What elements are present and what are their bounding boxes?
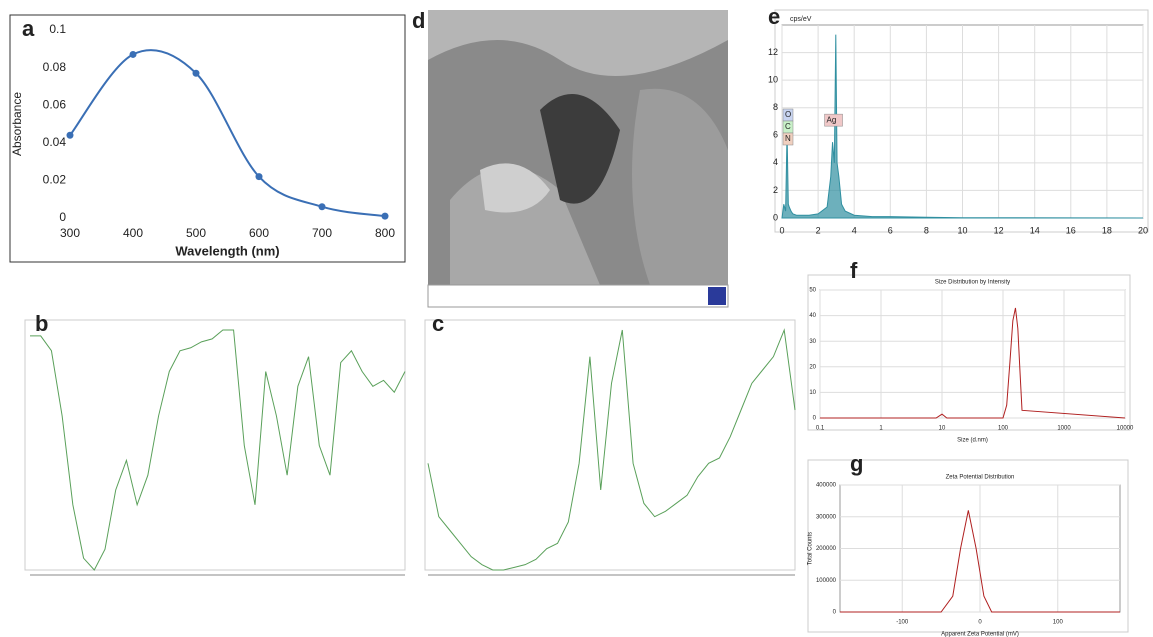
y-tick-label: 0: [833, 610, 837, 616]
peak-label: C: [785, 122, 791, 131]
chart-title: Zeta Potential Distribution: [946, 475, 1015, 481]
x-tick-label: 20: [1138, 225, 1148, 235]
data-line: [840, 510, 1120, 613]
spectrum-area: [781, 34, 1144, 219]
x-tick-label: 1000: [1057, 426, 1071, 432]
plot-frame: [819, 289, 1126, 419]
x-axis-label: Wavelength (nm): [175, 243, 279, 258]
panel-label: f: [850, 258, 858, 283]
x-tick-label: 8: [924, 225, 929, 235]
y-tick-label: 400000: [816, 483, 837, 489]
y-tick-label: 30: [809, 339, 816, 345]
x-tick-label: 500: [186, 226, 206, 240]
y-tick-label: 0.04: [43, 135, 67, 149]
x-tick-label: 12: [994, 225, 1004, 235]
data-line: [30, 329, 406, 571]
sem-texture: [480, 163, 550, 213]
panel-frame: [24, 319, 406, 571]
data-line: [69, 49, 386, 218]
y-tick-label: 2: [773, 185, 778, 195]
y-tick-label: 12: [768, 47, 778, 57]
x-axis-label: Size (d.nm): [957, 438, 988, 444]
x-tick-label: 400: [123, 226, 143, 240]
x-tick-label: 1: [879, 426, 883, 432]
sem-info-bar: [427, 284, 729, 308]
x-tick-label: 4: [852, 225, 857, 235]
x-tick-label: 10: [939, 426, 946, 432]
panel-frame: [424, 319, 796, 571]
peak-label: Ag: [827, 115, 837, 124]
y-tick-label: 300000: [816, 514, 837, 520]
x-tick-label: 100: [998, 426, 1009, 432]
y-tick-label: 10: [768, 75, 778, 85]
y-tick-label: 0: [59, 210, 66, 224]
sem-texture: [540, 94, 620, 204]
x-tick-label: 16: [1066, 225, 1076, 235]
panel-frame: [807, 459, 1129, 633]
x-tick-label: 14: [1030, 225, 1040, 235]
y-tick-label: 0.06: [43, 97, 67, 111]
x-tick-label: 0.1: [816, 426, 825, 432]
y-tick-label: 40: [809, 313, 816, 319]
y-tick-label: 6: [773, 130, 778, 140]
panel-label: e: [768, 4, 780, 29]
y-tick-label: 8: [773, 102, 778, 112]
x-tick-label: 600: [249, 226, 269, 240]
x-tick-label: 18: [1102, 225, 1112, 235]
data-point: [318, 203, 326, 211]
x-tick-label: 10: [957, 225, 967, 235]
data-point: [66, 131, 74, 139]
panel-label: b: [35, 311, 48, 336]
x-tick-label: 300: [60, 226, 80, 240]
y-tick-label: 0.02: [43, 173, 67, 187]
y-tick-label: 0.1: [49, 22, 66, 36]
panel-label: d: [412, 8, 425, 33]
x-tick-label: 800: [375, 226, 395, 240]
data-point: [255, 173, 263, 181]
y-tick-label: 4: [773, 157, 778, 167]
chart-title: Size Distribution by Intensity: [935, 280, 1010, 286]
x-tick-label: 2: [816, 225, 821, 235]
y-tick-label: 10: [809, 390, 816, 396]
sem-image: [427, 10, 729, 308]
y-tick-label: 50: [809, 288, 816, 294]
y-axis-label: Absorbance: [10, 92, 24, 156]
sem-texture: [428, 10, 728, 76]
data-line: [427, 328, 796, 571]
y-tick-label: 200000: [816, 546, 837, 552]
y-axis-label: Total Counts: [808, 532, 814, 565]
x-tick-label: 100: [1053, 620, 1064, 626]
data-point: [192, 69, 200, 77]
data-point: [129, 50, 137, 58]
sem-logo: [708, 287, 726, 305]
panel-label: g: [850, 451, 863, 476]
x-axis-label: Apparent Zeta Potential (mV): [941, 632, 1019, 637]
peak-label: N: [785, 134, 791, 143]
panel-frame: [9, 14, 406, 263]
panel-frame: [807, 274, 1131, 431]
data-line: [820, 307, 1126, 419]
data-point: [381, 212, 389, 220]
sem-texture: [632, 88, 728, 285]
y-tick-label: 20: [809, 364, 816, 370]
y-tick-label: 0: [773, 212, 778, 222]
y-axis-label: cps/eV: [790, 16, 812, 23]
x-tick-label: 0: [779, 225, 784, 235]
y-tick-label: 0.08: [43, 60, 67, 74]
panel-label: a: [22, 16, 35, 41]
panel-frame: [774, 9, 1149, 233]
x-tick-label: 700: [312, 226, 332, 240]
peak-label-box: [782, 132, 794, 146]
x-tick-label: -100: [896, 620, 909, 626]
x-tick-label: 0: [978, 620, 982, 626]
x-tick-label: 6: [888, 225, 893, 235]
x-tick-label: 10000: [1117, 426, 1134, 432]
peak-label: O: [785, 110, 791, 119]
peak-label-box: [824, 113, 843, 127]
panel-label: c: [432, 311, 444, 336]
y-tick-label: 100000: [816, 578, 837, 584]
y-tick-label: 0: [813, 416, 817, 422]
